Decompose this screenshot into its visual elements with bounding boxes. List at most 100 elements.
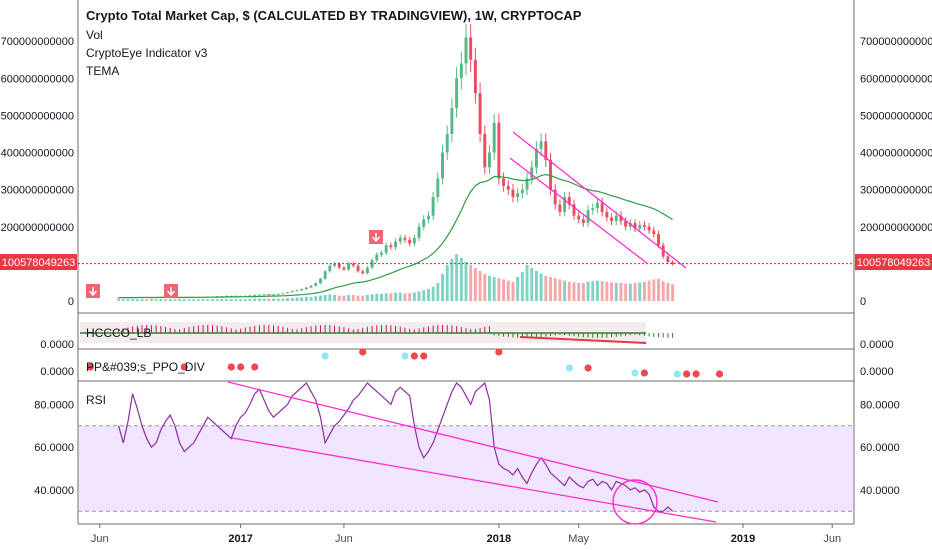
hccco-signal [519,336,647,344]
volume-bar [135,299,139,301]
candle [614,215,618,222]
candle [318,278,322,284]
candle [431,197,435,216]
legend-tema[interactable]: TEMA [86,64,119,78]
ppo-dot [715,370,724,378]
rsi-band [78,425,854,512]
candle [657,234,660,246]
rsi-tick-right: 60.0000 [860,442,900,454]
volume-bar [131,299,135,301]
volume-bar [117,299,121,301]
candle [422,219,426,227]
candle [591,208,595,211]
candle [361,271,365,274]
candle [624,221,628,227]
volume-bar [248,298,252,301]
volume-bar [628,283,632,301]
candle [380,252,383,255]
volume-bar [473,268,477,301]
volume-bar [488,275,491,301]
candle [553,189,557,205]
volume-bar [572,282,576,301]
volume-bar [365,295,369,301]
candle [516,193,520,198]
volume-bar [403,293,407,301]
volume-bar [614,283,618,301]
volume-bar [661,281,665,301]
volume-bar [389,293,393,301]
legend-vol[interactable]: Vol [86,28,103,42]
candle [426,215,430,220]
volume-bar [647,280,651,301]
candle [567,197,571,205]
price-tick-left: 200000000000 [1,222,74,234]
candle [572,204,576,216]
ppo-dot [640,369,649,377]
candle [398,237,402,242]
candle [253,295,257,297]
volume-bar [361,295,365,301]
candle [492,122,496,153]
volume-bar [182,299,186,301]
price-tick-left: 600000000000 [1,73,74,85]
candle [248,295,252,297]
ppo-dot [673,370,681,378]
candle [417,226,421,238]
volume-bar [267,298,271,301]
ppo-dot [251,363,259,371]
volume-bar [121,299,125,301]
time-axis[interactable]: Jun 2017 Jun 2018 May 2019 Jun [91,524,841,545]
volume-bar [450,259,454,301]
volume-bar [605,281,609,301]
volume-bars [117,254,675,301]
volume-bar [262,298,266,301]
rsi-line [118,381,674,512]
x-tick-label: 2017 [228,533,252,545]
ppo-axis: 0.0000 0.0000 [40,366,893,378]
price-tick-left: 700000000000 [1,36,74,48]
candle [389,245,393,248]
candle [534,148,538,168]
volume-bar [290,298,294,301]
volume-bar [347,295,351,301]
candle [666,256,670,263]
candle [652,230,656,235]
candle [323,271,327,279]
volume-bar [586,281,590,301]
candle [605,211,609,218]
candle [563,197,567,212]
last-price-tag-left: 100578049263 [0,254,77,270]
candle [595,202,599,209]
hccco-axis: 0.0000 0.0000 [40,339,893,351]
ppo-div-dots [86,348,724,378]
volume-bar [412,292,416,301]
candle [351,263,355,266]
volume-bar [638,282,642,301]
candle [436,178,440,198]
candle [483,133,487,168]
hccco-label: HCCCO_LB [86,326,151,340]
volume-bar [539,273,543,301]
ppo-dot [237,363,245,371]
rsi-trendlines[interactable] [227,381,719,525]
volume-bar [342,295,346,301]
candle [328,265,332,272]
candle [384,245,388,253]
candle [276,293,280,295]
candle [394,241,398,248]
legend-cryptoeye[interactable]: CryptoEye Indicator v3 [86,46,208,60]
price-axis-left: 700000000000 600000000000 500000000000 4000… [1,36,74,308]
volume-bar [168,299,172,301]
volume-bar [210,299,214,301]
volume-bar [671,284,675,301]
trend-channel-main[interactable] [509,131,687,269]
volume-bar [549,277,552,301]
volume-bar [506,280,510,301]
hccco-value-right: 0.0000 [860,339,894,351]
price-tick-right: 700000000000 [860,36,932,48]
volume-bar [581,283,585,301]
last-price-label-right: 100578049263 [857,257,930,269]
candle [272,294,275,296]
volume-bar [370,294,374,301]
